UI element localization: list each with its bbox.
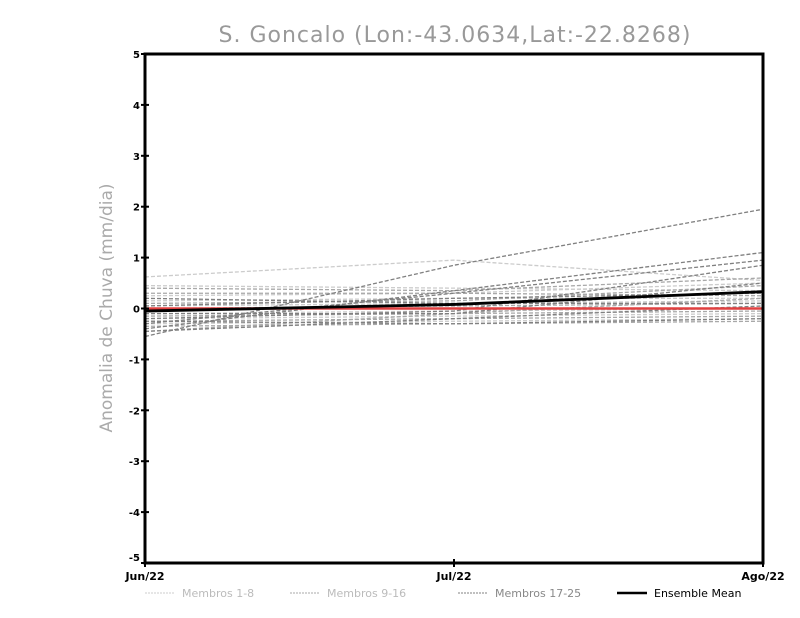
x-tick-label: Jun/22 (124, 570, 164, 583)
y-tick-label: 2 (133, 203, 140, 214)
member-line-3-6 (144, 292, 764, 307)
legend-label: Membros 9-16 (327, 587, 406, 600)
member-line-3-8 (144, 318, 764, 325)
y-tick-label: -3 (129, 457, 140, 468)
member-line-3-5 (145, 282, 764, 315)
x-tick-label: Ago/22 (741, 570, 784, 583)
legend-label: Membros 1-8 (182, 587, 254, 600)
legend-label: Membros 17-25 (495, 587, 581, 600)
y-tick-label: -1 (129, 355, 140, 366)
y-tick-label: 5 (133, 50, 140, 61)
member-line-1-1 (144, 259, 764, 282)
member-line-3-4 (144, 264, 764, 320)
member-line-2-1 (144, 277, 764, 292)
y-tick-label: -4 (129, 508, 140, 519)
y-tick-label: -5 (129, 553, 140, 564)
member-line-2-5 (145, 292, 764, 297)
member-line-3-7 (144, 305, 764, 333)
member-line-3-1 (144, 208, 764, 338)
member-line-1-5 (144, 284, 764, 292)
y-tick-label: -2 (129, 406, 140, 417)
member-line-1-8 (144, 318, 764, 325)
member-line-1-6 (144, 312, 764, 320)
y-tick-label: 4 (133, 101, 140, 112)
x-tick-label: Jul/22 (435, 570, 471, 583)
member-line-2-3 (144, 284, 764, 305)
y-tick-label: 1 (133, 254, 140, 265)
ensemble-mean-line (144, 290, 764, 313)
y-tick-label: 0 (133, 305, 140, 316)
legend-label: Ensemble Mean (654, 587, 741, 600)
y-tick-label: 3 (133, 152, 140, 163)
chart-title: S. Goncalo (Lon:-43.0634,Lat:-22.8268) (219, 23, 692, 48)
y-axis-label: Anomalia de Chuva (mm/dia) (97, 183, 117, 432)
